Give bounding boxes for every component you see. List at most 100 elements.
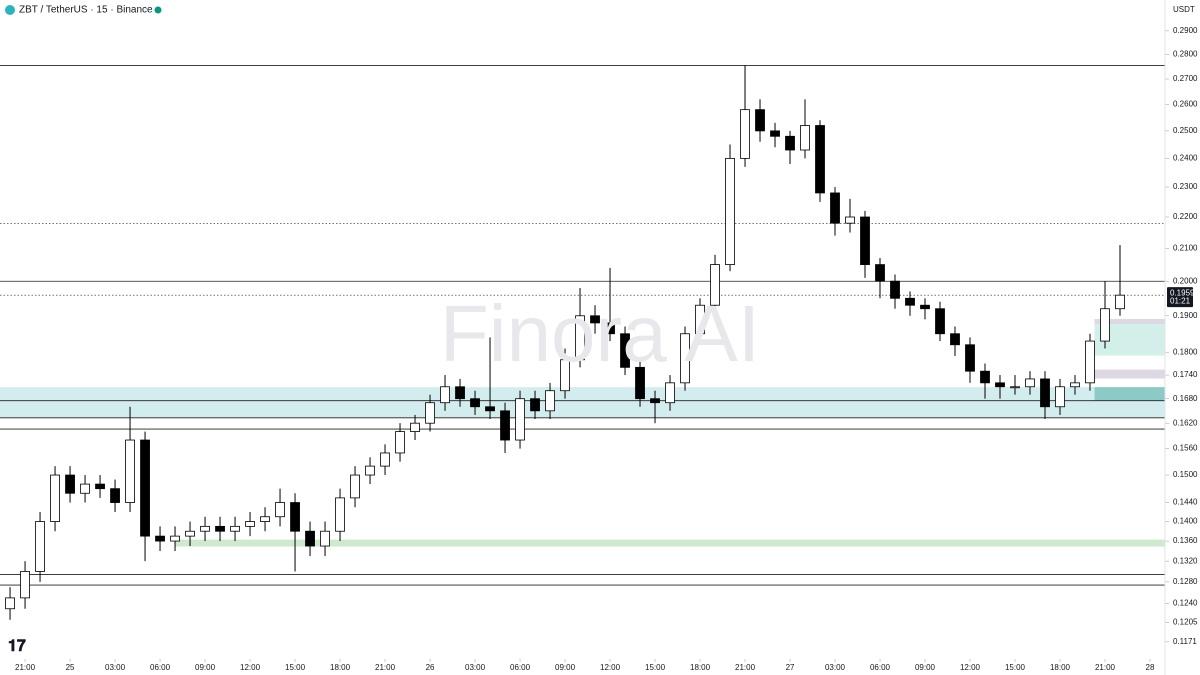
candle	[140, 431, 150, 562]
x-tick-label: 15:00	[1005, 663, 1026, 672]
candle-body	[500, 410, 510, 441]
candle	[890, 274, 900, 309]
candle	[830, 187, 840, 236]
candle	[710, 254, 720, 313]
candle-body	[395, 431, 405, 454]
candle-body	[200, 525, 210, 532]
candle	[395, 423, 405, 462]
candle	[125, 406, 135, 512]
candle-body	[890, 280, 900, 299]
candle	[635, 359, 645, 407]
candle	[95, 475, 105, 498]
candle	[785, 130, 795, 165]
candle	[455, 378, 465, 407]
candle-body	[1055, 386, 1065, 408]
candle-body	[875, 264, 885, 282]
y-tick-label: 0.1360	[1173, 536, 1198, 545]
last-price-tag	[1167, 287, 1193, 308]
candle	[1100, 281, 1110, 349]
candle	[905, 291, 915, 316]
candle-body	[845, 216, 855, 224]
zone	[1094, 318, 1165, 324]
candle-body	[560, 359, 570, 392]
candle	[50, 466, 60, 532]
candle-body	[1100, 308, 1110, 342]
candle	[35, 511, 45, 582]
y-tick-label: 0.1900	[1173, 311, 1198, 320]
candle-body	[35, 521, 45, 572]
candle-body	[320, 530, 330, 547]
y-tick-label: 0.2100	[1173, 243, 1198, 252]
candle-body	[515, 398, 525, 441]
candle	[305, 521, 315, 557]
candle	[545, 382, 555, 420]
candle	[335, 488, 345, 542]
candle	[620, 326, 630, 376]
zone	[175, 539, 1165, 547]
y-tick-label: 0.1680	[1173, 394, 1198, 403]
candle-body	[770, 130, 780, 137]
candle-body	[110, 488, 120, 503]
candle	[920, 298, 930, 320]
candle-body	[155, 535, 165, 542]
candle-body	[65, 474, 75, 494]
candle-body	[1085, 340, 1095, 384]
candle	[380, 444, 390, 476]
x-tick-label: 18:00	[1050, 663, 1071, 672]
candle	[155, 526, 165, 552]
x-tick-label: 26	[426, 663, 435, 672]
currency-label: USDT	[1173, 5, 1195, 14]
zone	[1094, 369, 1165, 379]
y-tick-label: 0.2200	[1173, 212, 1198, 221]
y-tick-label: 0.2700	[1173, 74, 1198, 83]
candle	[5, 587, 15, 620]
y-tick-label: 0.1800	[1173, 347, 1198, 356]
x-tick-label: 15:00	[645, 663, 666, 672]
candle-body	[1115, 294, 1125, 310]
candle-body	[695, 304, 705, 335]
y-tick-label: 0.1280	[1173, 577, 1198, 586]
candle-body	[620, 333, 630, 368]
candle	[1115, 245, 1125, 316]
candle	[680, 326, 690, 391]
last-price-label: 0.1959	[1170, 288, 1195, 297]
candle-body	[350, 474, 360, 499]
candle-body	[260, 516, 270, 522]
x-tick-label: 18:00	[690, 663, 711, 672]
x-tick-label: 09:00	[915, 663, 936, 672]
candle-body	[425, 402, 435, 424]
candle	[425, 394, 435, 432]
candle	[275, 488, 285, 527]
candle	[80, 475, 90, 503]
candle-body	[170, 535, 180, 542]
candle	[1010, 375, 1020, 395]
y-tick-label: 0.2000	[1173, 276, 1198, 285]
candle-body	[965, 344, 975, 372]
candle	[740, 65, 750, 167]
candle-body	[365, 465, 375, 476]
symbol-logo	[5, 5, 15, 15]
x-tick-label: 28	[1146, 663, 1155, 672]
candle	[230, 516, 240, 542]
candle-body	[740, 109, 750, 159]
candle	[20, 561, 30, 609]
x-tick-label: 03:00	[105, 663, 126, 672]
candle-body	[785, 135, 795, 151]
candle	[560, 348, 570, 399]
x-tick-label: 15:00	[285, 663, 306, 672]
tv-logo: 𝟏𝟕	[8, 638, 26, 655]
x-tick-label: 21:00	[15, 663, 36, 672]
x-tick-label: 06:00	[870, 663, 891, 672]
candle	[170, 526, 180, 552]
candle-body	[1025, 378, 1035, 388]
candle-body	[455, 386, 465, 400]
x-tick-label: 03:00	[465, 663, 486, 672]
y-tick-label: 0.1205	[1173, 618, 1198, 627]
candle	[965, 337, 975, 383]
candle	[575, 287, 585, 368]
candle	[1070, 375, 1080, 395]
candle-body	[1040, 378, 1050, 408]
candle-body	[305, 530, 315, 547]
y-tick-label: 0.2500	[1173, 126, 1198, 135]
candle-body	[1010, 386, 1020, 389]
